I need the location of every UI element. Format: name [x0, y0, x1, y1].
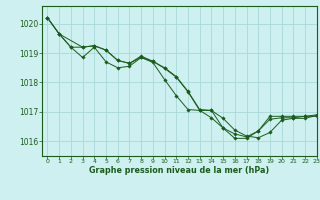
X-axis label: Graphe pression niveau de la mer (hPa): Graphe pression niveau de la mer (hPa) [89, 166, 269, 175]
